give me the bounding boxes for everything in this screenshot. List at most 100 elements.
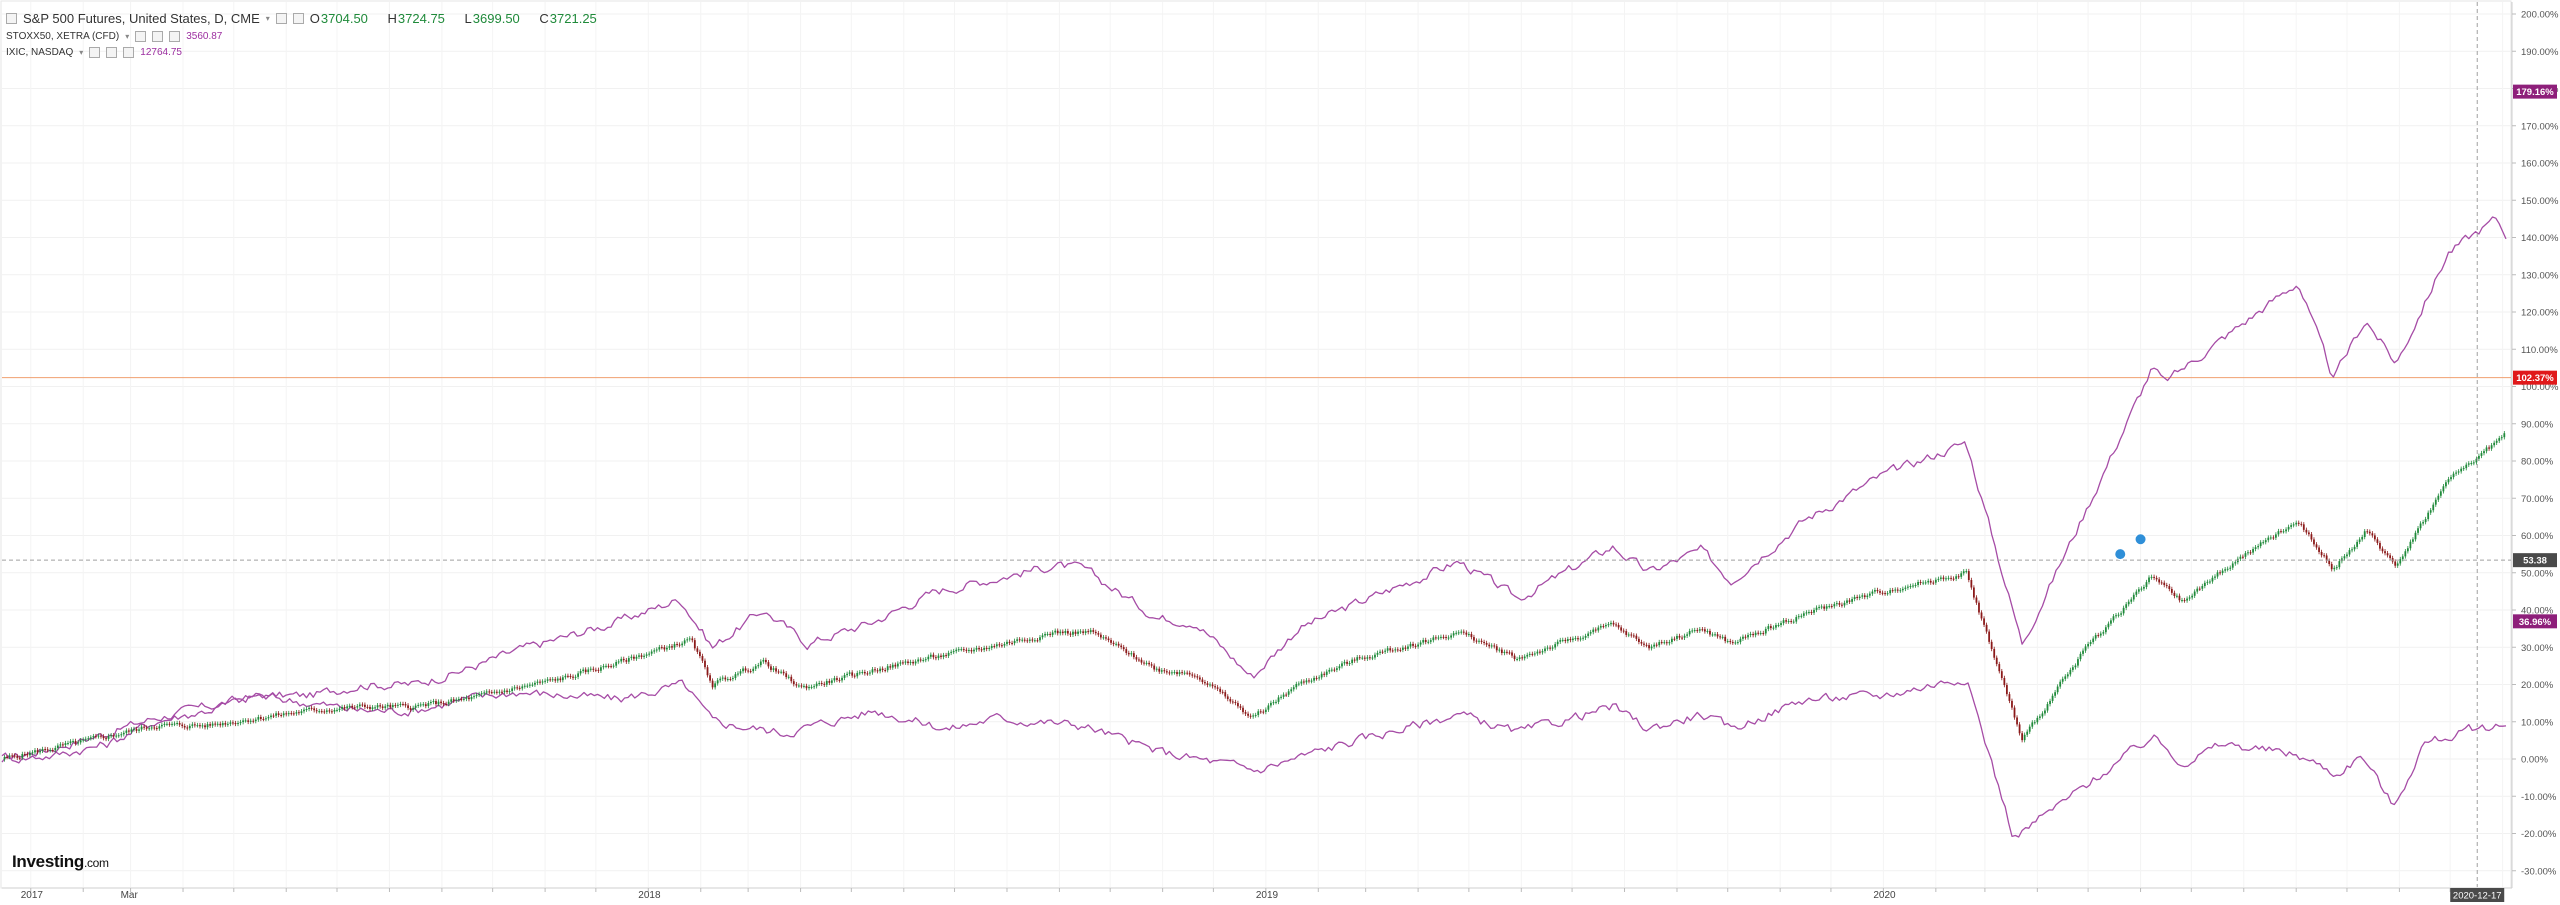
candle-body xyxy=(351,705,354,708)
chart-border xyxy=(0,0,2512,889)
markers-layer[interactable] xyxy=(2114,533,2147,561)
candle-body xyxy=(39,750,41,753)
legend-compare-symbol[interactable]: IXIC, NASDAQ xyxy=(6,46,74,58)
settings-box-icon[interactable] xyxy=(89,46,101,58)
candle-body xyxy=(2300,523,2303,525)
candle-body xyxy=(82,739,85,741)
candle-body xyxy=(1173,672,1176,674)
legend-compare-row[interactable]: STOXX50, XETRA (CFD) ▾ 3560.87 xyxy=(6,28,613,44)
candle-body xyxy=(2282,531,2285,533)
candle-body xyxy=(1300,681,1303,684)
candle-body xyxy=(2445,482,2447,487)
settings-box-icon[interactable] xyxy=(135,30,147,42)
candle-body xyxy=(1719,636,1722,638)
candle-body xyxy=(100,735,102,737)
candle-body xyxy=(2155,577,2158,580)
legend-main-symbol[interactable]: S&P 500 Futures, United States, D, CME xyxy=(23,10,260,26)
candle-body xyxy=(1417,644,1420,647)
y-axis[interactable]: 200.00%190.00%180.00%170.00%160.00%150.0… xyxy=(2511,2,2559,888)
chevron-down-icon[interactable]: ▾ xyxy=(79,47,84,57)
candle-body xyxy=(364,704,366,707)
candle-body xyxy=(1574,638,1577,640)
candle-body xyxy=(1823,606,1826,609)
candle-body xyxy=(107,735,110,739)
candle-body xyxy=(1305,680,1308,683)
candle-body xyxy=(879,668,881,672)
close-icon[interactable] xyxy=(123,46,135,58)
x-axis[interactable]: 2017 Mar 2018 2019 2020 xyxy=(2,887,2512,901)
candle-body xyxy=(252,720,255,722)
event-marker-icon[interactable] xyxy=(2134,533,2147,546)
candle-body xyxy=(1455,632,1458,634)
candle-body xyxy=(983,647,986,650)
candle-body xyxy=(1632,635,1635,637)
candle-body xyxy=(1295,683,1298,688)
candle-body xyxy=(2041,713,2044,717)
candle-body xyxy=(2163,582,2166,586)
candle-body xyxy=(909,661,912,664)
candle-body xyxy=(295,712,298,714)
candle-body xyxy=(1374,654,1376,658)
candle-body xyxy=(1988,631,1991,642)
candle-body xyxy=(1087,631,1090,633)
candle-body xyxy=(389,704,392,708)
candle-body xyxy=(290,713,293,715)
hide-box-icon[interactable] xyxy=(152,30,164,42)
candle-body xyxy=(1970,580,1973,588)
candle-body xyxy=(1460,631,1463,633)
candle-body xyxy=(2373,535,2376,540)
hide-box-icon[interactable] xyxy=(106,46,118,58)
hide-box-icon[interactable] xyxy=(292,12,304,24)
candle-body xyxy=(1249,715,1252,717)
candle-body xyxy=(2417,528,2419,533)
candle-body xyxy=(1434,637,1437,639)
candle-body xyxy=(2406,548,2409,552)
candle-body xyxy=(1709,630,1711,635)
candle-body xyxy=(1120,645,1123,648)
candle-body xyxy=(1650,646,1653,649)
candle-body xyxy=(935,657,937,659)
legend-main-row[interactable]: S&P 500 Futures, United States, D, CME ▾… xyxy=(6,8,613,28)
candle-body xyxy=(6,756,8,758)
candle-body xyxy=(1896,589,1899,591)
candle-body xyxy=(1122,647,1125,650)
candle-body xyxy=(1795,617,1798,622)
candle-body xyxy=(2318,547,2320,552)
candle-body xyxy=(1889,590,1892,594)
candle-body xyxy=(947,652,950,656)
candle-body xyxy=(1539,651,1541,653)
candle-body xyxy=(1089,630,1092,633)
chevron-down-icon[interactable]: ▾ xyxy=(265,13,270,23)
candle-body xyxy=(429,701,432,704)
legend-compare-row[interactable]: IXIC, NASDAQ ▾ 12764.75 xyxy=(6,44,613,60)
candle-body xyxy=(607,665,610,667)
candle-body xyxy=(2437,495,2440,500)
chevron-down-icon[interactable]: ▾ xyxy=(125,31,130,41)
candle-body xyxy=(724,677,727,680)
settings-box-icon[interactable] xyxy=(275,12,287,24)
event-marker-icon[interactable] xyxy=(2114,548,2127,561)
candle-body xyxy=(478,694,481,696)
candle-body xyxy=(150,727,153,729)
candle-body xyxy=(2046,704,2049,711)
candle-body xyxy=(2178,595,2181,601)
close-icon[interactable] xyxy=(169,30,181,42)
candle-body xyxy=(1107,638,1110,641)
candle-body xyxy=(1183,672,1186,674)
candle-body xyxy=(716,680,719,684)
legend-compare-symbol[interactable]: STOXX50, XETRA (CFD) xyxy=(6,30,120,42)
candle-body xyxy=(1985,624,1988,632)
candle-body xyxy=(1802,613,1805,616)
candle-body xyxy=(993,646,996,648)
candle-body xyxy=(1749,633,1752,635)
candle-body xyxy=(896,663,899,667)
candle-body xyxy=(1955,576,1958,579)
legend-collapse-icon[interactable] xyxy=(6,12,17,24)
candle-body xyxy=(2389,555,2392,559)
candle-body xyxy=(1064,630,1067,634)
candle-body xyxy=(650,651,653,654)
candle-body xyxy=(1361,657,1364,659)
candle-body xyxy=(155,728,158,730)
candle-body xyxy=(1599,626,1602,628)
